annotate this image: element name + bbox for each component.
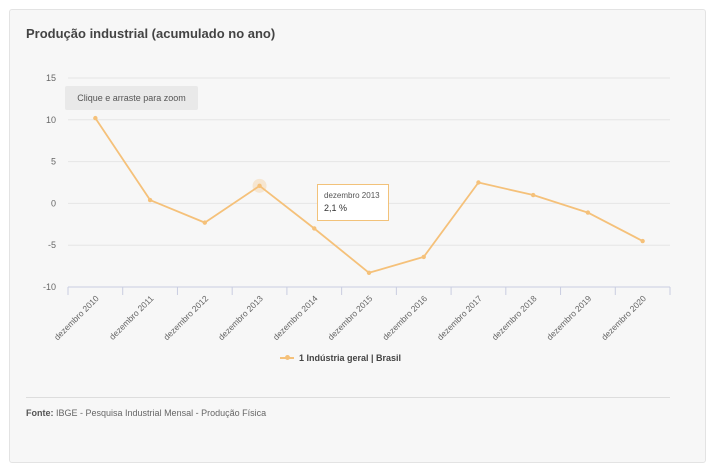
series-line xyxy=(93,115,645,275)
x-tick-label: dezembro 2015 xyxy=(326,293,375,342)
data-point xyxy=(640,238,645,244)
tooltip-value: 2,1 % xyxy=(324,203,348,213)
legend-label: 1 Indústria geral | Brasil xyxy=(299,353,402,363)
data-point xyxy=(585,210,591,215)
data-point xyxy=(476,180,481,185)
y-tick-label: 10 xyxy=(46,115,56,125)
x-tick-label: dezembro 2019 xyxy=(544,293,593,342)
chart-card xyxy=(9,9,706,463)
x-tick-label: dezembro 2018 xyxy=(490,293,539,342)
x-tick-label: dezembro 2013 xyxy=(216,293,265,342)
zoom-hint: Clique e arraste para zoom xyxy=(65,86,198,110)
source-text: IBGE - Pesquisa Industrial Mensal - Prod… xyxy=(56,408,267,418)
y-tick-label: 15 xyxy=(46,73,56,83)
data-point xyxy=(93,115,98,121)
tooltip-label: dezembro 2013 xyxy=(324,191,380,200)
y-tick-label: -10 xyxy=(43,282,56,292)
data-tooltip: dezembro 2013 2,1 % xyxy=(317,184,389,221)
source-label: Fonte: xyxy=(26,408,54,418)
data-point xyxy=(366,270,372,275)
source-note: Fonte: IBGE - Pesquisa Industrial Mensal… xyxy=(26,408,266,418)
data-point xyxy=(147,197,153,203)
y-tick-label: 0 xyxy=(51,198,56,208)
x-tick-label: dezembro 2014 xyxy=(271,293,320,342)
footer-divider xyxy=(26,397,670,398)
chart-title: Produção industrial (acumulado no ano) xyxy=(26,26,276,41)
legend-line-marker-icon xyxy=(280,355,294,360)
x-tick-label: dezembro 2017 xyxy=(435,293,484,342)
data-point xyxy=(202,220,208,225)
data-point xyxy=(312,226,317,231)
data-point xyxy=(530,192,536,198)
x-tick-label: dezembro 2011 xyxy=(107,293,156,342)
legend-item[interactable]: 1 Indústria geral | Brasil xyxy=(280,353,401,363)
axes xyxy=(67,286,671,295)
y-tick-label: -5 xyxy=(48,240,56,250)
x-tick-label: dezembro 2010 xyxy=(52,293,101,342)
y-tick-label: 5 xyxy=(51,157,56,167)
x-tick-label: dezembro 2016 xyxy=(380,293,429,342)
x-tick-label: dezembro 2012 xyxy=(161,293,210,342)
x-tick-label: dezembro 2020 xyxy=(599,293,648,342)
data-point xyxy=(257,183,262,189)
grid-lines xyxy=(68,77,670,246)
data-point xyxy=(421,254,426,260)
